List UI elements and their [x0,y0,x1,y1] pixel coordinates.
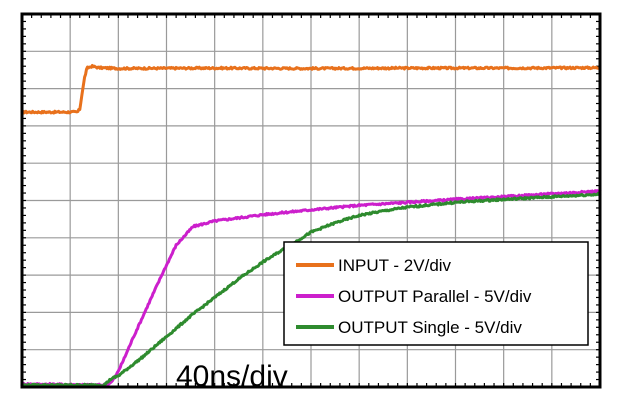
legend: INPUT - 2V/div OUTPUT Parallel - 5V/div OU… [283,241,589,346]
timebase-label: 40ns/div [176,360,288,393]
legend-label: OUTPUT Single - 5V/div [338,318,522,337]
legend-label: INPUT - 2V/div [338,256,452,275]
traces [20,64,602,388]
plot-frame [20,12,602,389]
legend-box [283,241,589,346]
legend-label: OUTPUT Parallel - 5V/div [338,287,532,306]
trace-output-single-5v-div [20,191,602,388]
trace-input-2v-div [20,64,602,115]
trace-output-parallel-5v-div [20,189,602,388]
